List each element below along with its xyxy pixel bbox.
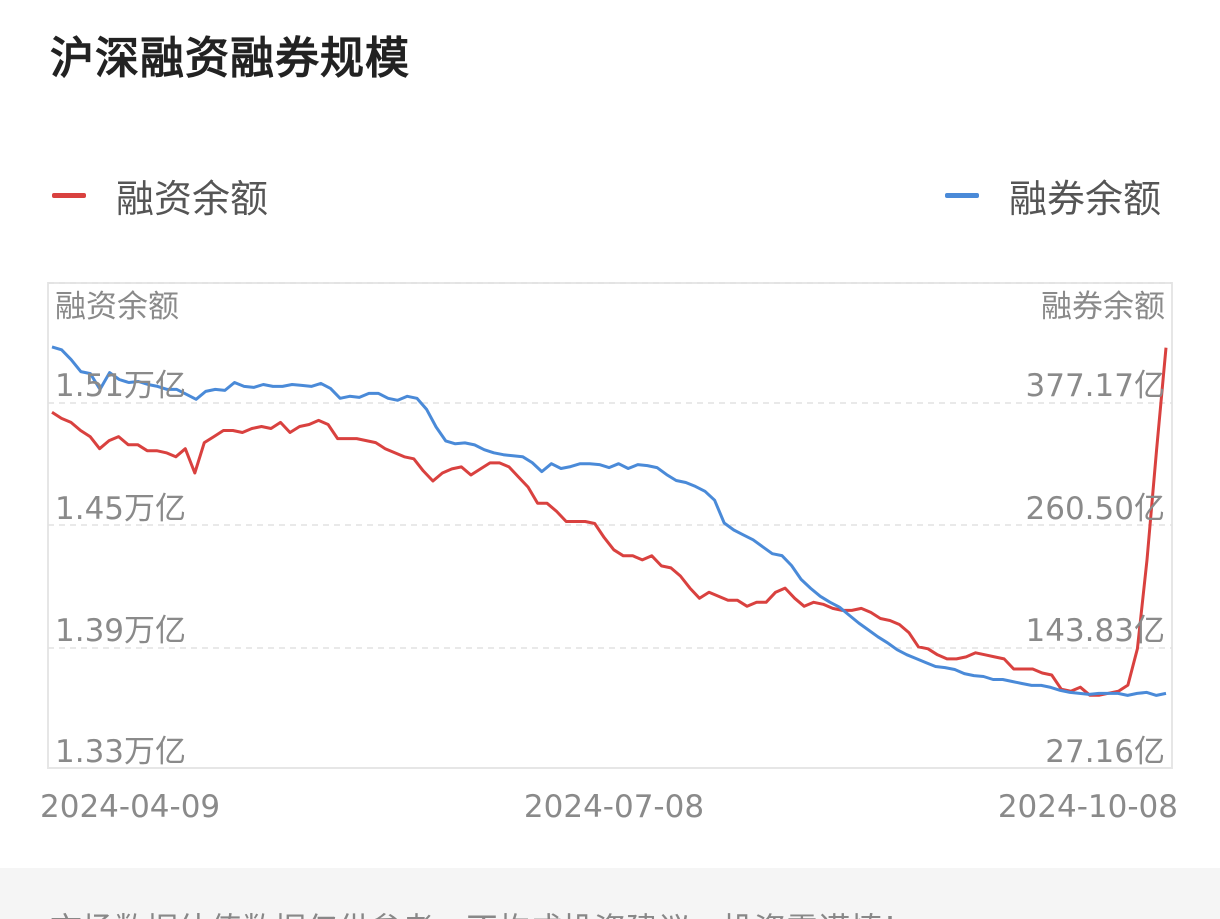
right-tick-label: 143.83亿 <box>1026 613 1165 649</box>
disclaimer-text: 市场数据估值数据仅供参考，不构成投资建议，投资需谨慎！ <box>50 904 914 919</box>
left-tick-label: 1.45万亿 <box>55 491 186 527</box>
series-line-securities-lending <box>51 345 1167 697</box>
left-axis-title: 融资余额 <box>55 289 179 325</box>
series-line-margin-financing <box>51 347 1168 697</box>
legend-label: 融资余额 <box>116 177 269 221</box>
x-tick-label: 2024-04-09 <box>40 789 220 825</box>
left-tick-label: 1.39万亿 <box>55 613 186 649</box>
page-title: 沪深融资融券规模 <box>50 33 410 84</box>
right-tick-label: 377.17亿 <box>1026 368 1165 404</box>
x-tick-label: 2024-10-08 <box>998 789 1178 825</box>
disclaimer-footer: 市场数据估值数据仅供参考，不构成投资建议，投资需谨慎！ <box>0 868 1220 919</box>
right-tick-label: 27.16亿 <box>1045 734 1165 770</box>
x-tick-label: 2024-07-08 <box>524 789 704 825</box>
legend-label: 融券余额 <box>1009 177 1162 221</box>
line-chart: 融资余额 融券余额 1.51万亿 1.45万亿 1.39万亿 1.33万亿 37… <box>40 282 1178 825</box>
left-tick-label: 1.33万亿 <box>55 734 186 770</box>
left-tick-label: 1.51万亿 <box>55 368 186 404</box>
legend-item-margin-financing[interactable]: 融资余额 <box>52 168 268 223</box>
legend-item-securities-lending[interactable]: 融券余额 <box>945 168 1161 223</box>
right-axis-title: 融券余额 <box>1041 289 1165 325</box>
legend-marker-blue <box>945 193 979 198</box>
legend-marker-red <box>52 193 86 198</box>
right-tick-label: 260.50亿 <box>1026 491 1165 527</box>
